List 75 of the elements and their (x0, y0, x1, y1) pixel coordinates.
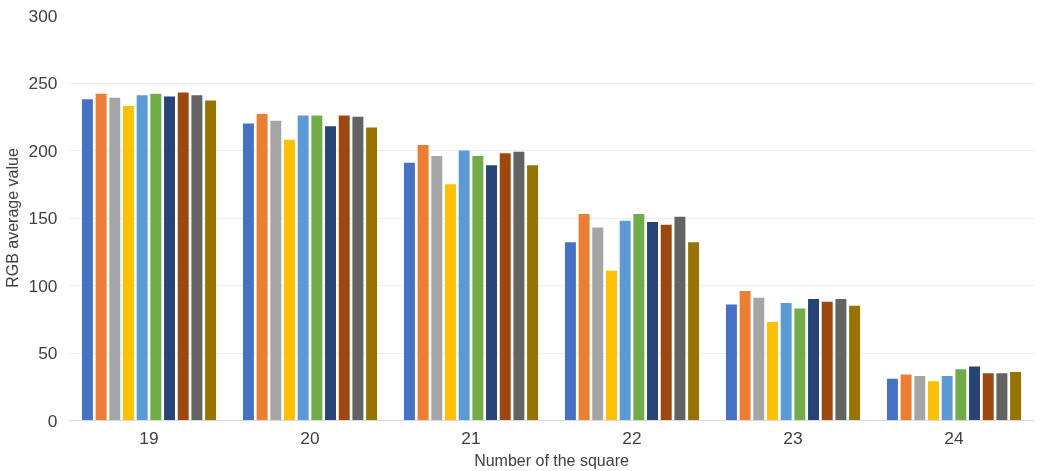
bar (81, 99, 93, 421)
bar (969, 366, 980, 421)
y-tick-label: 250 (28, 73, 58, 93)
bar (284, 139, 295, 421)
bar (242, 123, 254, 421)
x-tick-label: 24 (944, 427, 964, 448)
bar (297, 115, 309, 421)
x-tick-label: 22 (622, 427, 642, 448)
bar (821, 301, 833, 421)
bar (753, 297, 765, 421)
x-axis-title: Number of the square (474, 451, 629, 469)
bar (808, 299, 819, 421)
bar (660, 224, 672, 421)
y-tick-label: 300 (28, 5, 58, 26)
bar (619, 220, 631, 421)
bar (928, 381, 939, 421)
bar (445, 184, 456, 421)
bar (513, 151, 525, 421)
bar (780, 303, 792, 421)
bar (674, 216, 686, 421)
y-tick-label: 0 (47, 410, 58, 431)
bar (311, 115, 323, 421)
bar (955, 369, 967, 421)
bar (794, 308, 806, 421)
bar (164, 96, 175, 421)
bar (767, 321, 778, 421)
bar (886, 378, 898, 421)
bar (1010, 371, 1022, 421)
bar (270, 120, 282, 421)
bar (417, 145, 429, 421)
x-tick-label: 20 (300, 427, 320, 448)
x-tick-label: 21 (461, 427, 481, 448)
y-tick-label: 150 (28, 208, 58, 228)
y-tick-label: 50 (38, 343, 58, 363)
bar (352, 116, 364, 421)
bar (366, 127, 378, 421)
bar (725, 304, 737, 421)
bar (191, 95, 203, 421)
bar (900, 374, 912, 421)
bar (431, 155, 443, 421)
bar (592, 227, 604, 421)
bar (109, 97, 121, 421)
bar (647, 222, 658, 421)
y-tick-label: 100 (28, 275, 58, 296)
bar (633, 213, 645, 421)
bar (688, 242, 700, 421)
bar (136, 95, 148, 421)
bar (739, 290, 751, 421)
bar (177, 92, 189, 421)
bar (325, 126, 336, 421)
bar (499, 153, 511, 421)
bar (150, 93, 162, 421)
bar (578, 213, 590, 421)
y-axis-title: RGB average value (3, 148, 21, 288)
bar (338, 115, 350, 421)
bar (996, 373, 1008, 421)
bar (941, 375, 953, 421)
bar (606, 270, 617, 421)
bar (564, 242, 576, 421)
bar (458, 150, 470, 421)
bar (256, 114, 268, 421)
bar (849, 305, 861, 421)
bar (472, 155, 484, 421)
bar (95, 93, 107, 421)
bar (914, 375, 926, 421)
bar (123, 105, 134, 421)
x-tick-label: 19 (139, 427, 159, 448)
x-tick-label: 23 (783, 427, 803, 448)
bar (486, 165, 497, 421)
y-tick-label: 200 (28, 140, 58, 161)
bar (527, 165, 539, 421)
bar (835, 299, 847, 421)
bar (205, 100, 217, 421)
bar (403, 162, 415, 421)
bar (982, 373, 994, 421)
